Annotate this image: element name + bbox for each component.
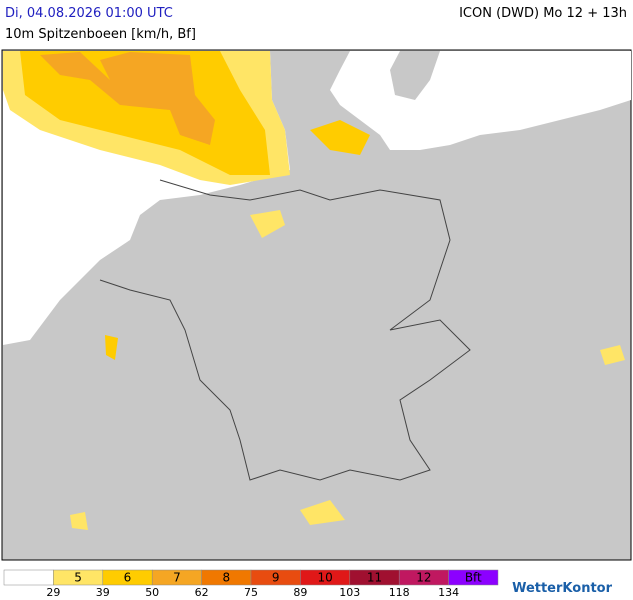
legend-label: 5 <box>74 571 82 585</box>
legend-label: 9 <box>272 571 280 585</box>
legend-label: 10 <box>317 571 332 585</box>
legend-edge: 134 <box>438 586 459 599</box>
legend-edge: 62 <box>195 586 209 599</box>
gust-spot <box>105 335 118 360</box>
legend-label: 11 <box>367 571 382 585</box>
datetime: Di, 04.08.2026 01:00 UTC <box>5 6 173 21</box>
model-run: ICON (DWD) Mo 12 + 13h <box>459 6 627 21</box>
legend-edge: 103 <box>339 586 360 599</box>
legend-label: 8 <box>222 571 230 585</box>
legend-edge: 29 <box>46 586 60 599</box>
legend-swatch <box>448 569 499 586</box>
legend-edge: 50 <box>145 586 159 599</box>
legend-edge: 118 <box>389 586 410 599</box>
gust-zone-7 <box>40 52 215 145</box>
country-borders <box>99 179 471 481</box>
logo: WetterKontor <box>512 581 613 596</box>
subtitle: 10m Spitzenboeen [km/h, Bf] <box>5 27 196 42</box>
legend-label: 12 <box>416 571 431 585</box>
legend-edge: 39 <box>96 586 110 599</box>
gust-zone-inland <box>250 210 285 238</box>
legend-label: 7 <box>173 571 181 585</box>
gust-zone-baltic <box>310 120 370 155</box>
legend-edge: 89 <box>293 586 307 599</box>
scandinavia-land <box>390 51 440 100</box>
legend-swatch <box>3 569 54 586</box>
legend-edge: 75 <box>244 586 258 599</box>
legend-label: Bft <box>465 571 482 585</box>
legend-label: 6 <box>124 571 132 585</box>
